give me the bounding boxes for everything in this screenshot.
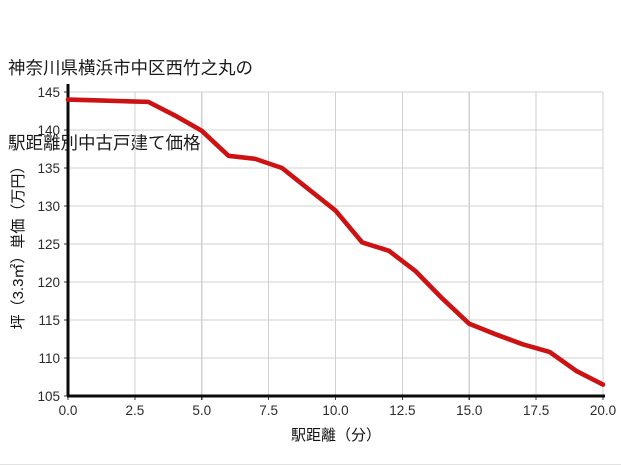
x-axis-title: 駅距離（分） <box>291 426 381 444</box>
x-tick-label: 2.5 <box>125 403 144 418</box>
y-axis-title: 坪（3.3㎡）単価（万円） <box>10 159 27 330</box>
y-tick-label: 140 <box>37 123 60 138</box>
series-line-0 <box>65 97 606 387</box>
y-tick-label: 145 <box>37 85 60 100</box>
y-tick-label: 120 <box>37 275 60 290</box>
x-tick-label: 7.5 <box>259 403 278 418</box>
tickmarks <box>64 91 604 400</box>
y-tick-label: 105 <box>37 389 60 404</box>
y-tick-label: 125 <box>37 237 60 252</box>
y-tick-label: 115 <box>38 313 60 328</box>
x-tick-label: 17.5 <box>523 403 549 418</box>
data-series <box>65 97 606 387</box>
chart-title-line-2: 駅距離別中古戸建て価格 <box>8 133 201 153</box>
x-tick-label: 12.5 <box>389 403 415 418</box>
x-tick-label: 10.0 <box>322 403 348 418</box>
x-tick-label: 0.0 <box>59 403 78 418</box>
chart-title-line-1: 神奈川県横浜市中区西竹之丸の <box>8 58 253 78</box>
gridlines <box>68 91 604 396</box>
y-tick-label: 135 <box>37 161 60 176</box>
y-axis-tick-labels: 105 110 115 120 125 130 135 140 145 <box>37 85 60 404</box>
y-tick-label: 110 <box>38 351 60 366</box>
x-axis-tick-labels: 0.0 2.5 5.0 7.5 10.0 12.5 15.0 17.5 20.0 <box>59 403 617 418</box>
y-tick-label: 130 <box>37 199 60 214</box>
chart-title: 神奈川県横浜市中区西竹之丸の 駅距離別中古戸建て価格 <box>8 6 608 206</box>
x-tick-label: 15.0 <box>456 403 482 418</box>
axis-spines <box>66 84 605 398</box>
x-tick-label: 20.0 <box>590 403 616 418</box>
x-tick-label: 5.0 <box>192 403 211 418</box>
